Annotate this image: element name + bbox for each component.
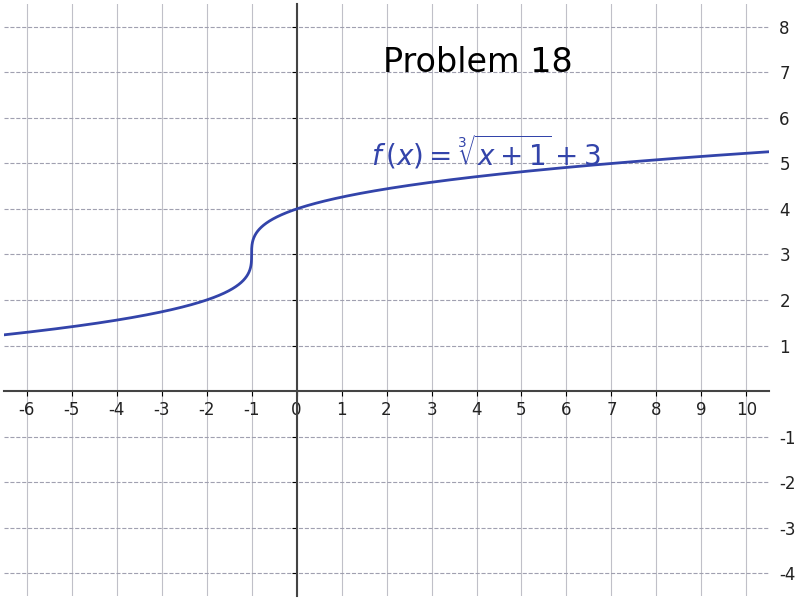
Text: $\mathit{f}\,(x)=\sqrt[3]{x+1}+3$: $\mathit{f}\,(x)=\sqrt[3]{x+1}+3$ bbox=[371, 133, 601, 172]
Text: Problem 18: Problem 18 bbox=[383, 46, 573, 79]
